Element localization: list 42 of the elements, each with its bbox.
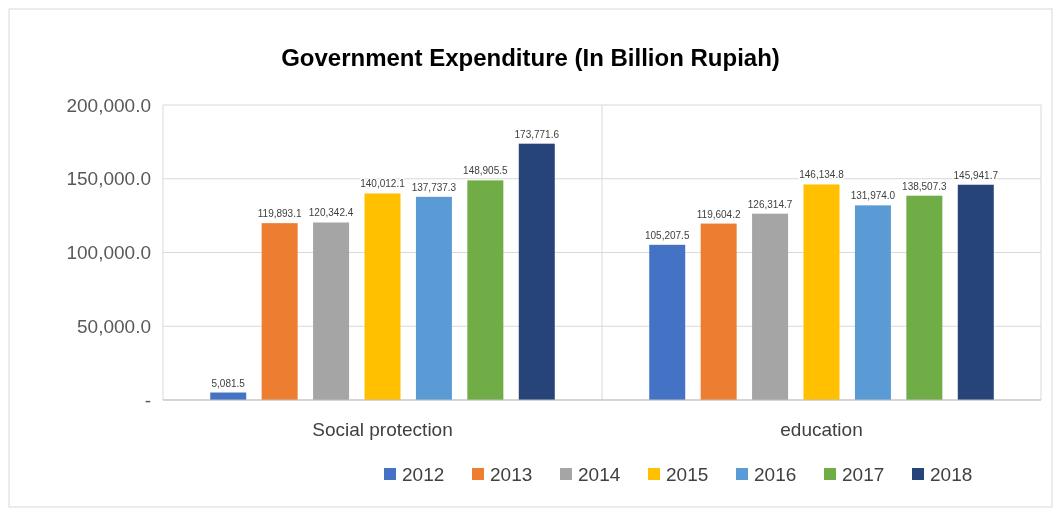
y-tick-label: 100,000.0 xyxy=(66,242,151,264)
data-label: 126,314.7 xyxy=(747,198,793,210)
bar xyxy=(415,196,452,400)
legend-label: 2012 xyxy=(402,463,445,485)
legend-label: 2018 xyxy=(930,463,973,485)
y-tick-label: 150,000.0 xyxy=(66,168,151,190)
data-label: 120,342.4 xyxy=(308,207,354,219)
data-label: 5,081.5 xyxy=(211,377,246,389)
bar xyxy=(700,223,737,400)
data-label: 140,012.1 xyxy=(360,178,406,190)
bar xyxy=(649,244,686,400)
data-label: 146,134.8 xyxy=(799,169,845,181)
legend-label: 2015 xyxy=(666,463,709,485)
y-tick-label: 200,000.0 xyxy=(66,94,151,116)
data-label: 173,771.6 xyxy=(514,128,560,140)
data-label: 138,507.3 xyxy=(902,180,948,192)
bar xyxy=(518,143,555,400)
legend-label: 2014 xyxy=(578,463,621,485)
data-label: 119,604.2 xyxy=(696,208,741,220)
bar xyxy=(261,223,298,400)
legend-label: 2013 xyxy=(490,463,533,485)
bar xyxy=(854,205,891,400)
data-label: 148,905.5 xyxy=(463,165,509,177)
bar xyxy=(906,195,943,400)
data-label: 137,737.3 xyxy=(411,181,457,193)
bar xyxy=(467,180,504,400)
legend-label: 2017 xyxy=(842,463,885,485)
chart-title: Government Expenditure (In Billion Rupiah) xyxy=(281,44,780,71)
bar xyxy=(313,222,350,400)
data-label: 105,207.5 xyxy=(644,229,690,241)
bar xyxy=(957,184,994,400)
x-tick-label: Social protection xyxy=(312,419,453,440)
y-tick-label: 50,000.0 xyxy=(77,315,151,337)
y-tick-label: - xyxy=(144,389,151,411)
bar xyxy=(364,193,401,400)
data-label: 145,941.7 xyxy=(953,169,999,181)
data-label: 119,893.1 xyxy=(257,208,302,220)
legend-label: 2016 xyxy=(754,463,797,485)
bar xyxy=(803,184,840,400)
bar xyxy=(752,213,789,400)
data-label: 131,974.0 xyxy=(850,190,896,202)
x-tick-label: education xyxy=(780,419,863,440)
